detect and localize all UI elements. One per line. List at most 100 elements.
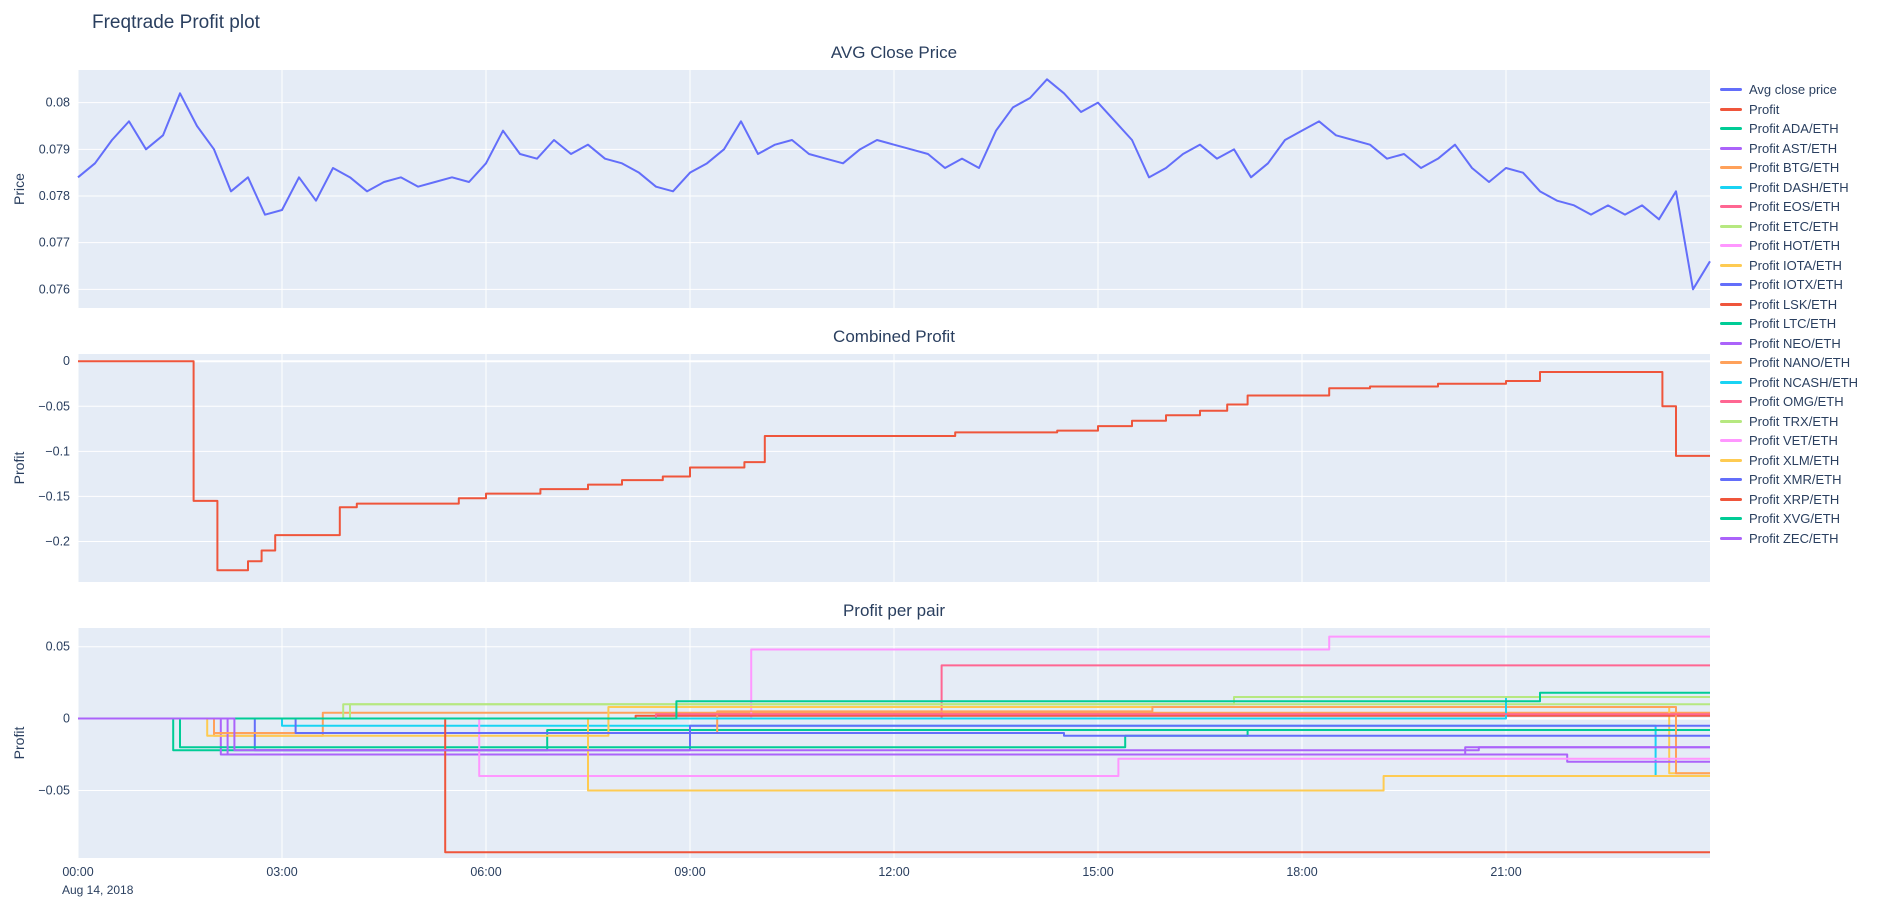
legend-color-swatch — [1720, 302, 1742, 306]
series-avg-close-price — [77, 78, 1711, 291]
legend-item-profit-omg-eth[interactable]: Profit OMG/ETH — [1716, 392, 1896, 412]
legend-item-label: Profit XLM/ETH — [1749, 452, 1840, 468]
legend-color-swatch — [1720, 419, 1742, 423]
legend-item-label: Profit ZEC/ETH — [1749, 530, 1839, 546]
legend-item-label: Profit XMR/ETH — [1749, 472, 1842, 488]
legend-item-profit-ada-eth[interactable]: Profit ADA/ETH — [1716, 119, 1896, 139]
x-tick-label: 21:00 — [1490, 865, 1521, 879]
legend-color-swatch — [1720, 478, 1742, 482]
legend-item-label: Profit TRX/ETH — [1749, 413, 1839, 429]
legend-color-swatch — [1720, 263, 1742, 267]
content: AVG Close Price 0.076 0.077 0.078 0.079 0.08 P… — [0, 36, 1896, 910]
y-tick-label: 0 — [63, 712, 70, 726]
y-axis-title: Price — [11, 173, 27, 205]
legend-item-profit-eos-eth[interactable]: Profit EOS/ETH — [1716, 197, 1896, 217]
legend-item-profit-zec-eth[interactable]: Profit ZEC/ETH — [1716, 529, 1896, 549]
legend-item-avg-close-price[interactable]: Avg close price — [1716, 80, 1896, 100]
legend-color-swatch — [1720, 205, 1742, 209]
legend-color-swatch — [1720, 380, 1742, 384]
legend-item-label: Profit DASH/ETH — [1749, 179, 1849, 195]
legend-item-label: Profit HOT/ETH — [1749, 238, 1841, 254]
y-tick-label: 0.05 — [46, 640, 70, 654]
chart-title: AVG Close Price — [831, 43, 957, 62]
y-tick-label: −0.15 — [38, 489, 70, 503]
legend-item-label: Profit LSK/ETH — [1749, 296, 1838, 312]
y-tick-label: 0.076 — [39, 282, 70, 296]
series-profit-xvg-eth — [78, 691, 1710, 720]
legend-item-profit-xmr-eth[interactable]: Profit XMR/ETH — [1716, 470, 1896, 490]
y-tick-label: −0.05 — [38, 783, 70, 797]
series-profit-ltc-eth — [78, 717, 1710, 749]
legend-item-label: Profit NANO/ETH — [1749, 355, 1851, 371]
legend-color-swatch — [1720, 127, 1742, 131]
page-title: Freqtrade Profit plot — [92, 12, 260, 33]
y-tick-label: 0.077 — [39, 236, 70, 250]
legend: Avg close price Profit Profit ADA/ETH Profi… — [1716, 36, 1896, 910]
legend-item-profit-nano-eth[interactable]: Profit NANO/ETH — [1716, 353, 1896, 373]
legend-color-swatch — [1720, 244, 1742, 248]
header: Freqtrade Profit plot — [0, 0, 1896, 36]
legend-item-label: Profit AST/ETH — [1749, 140, 1838, 156]
legend-item-label: Profit BTG/ETH — [1749, 160, 1840, 176]
series-profit-zec-eth — [78, 717, 1710, 752]
legend-item-label: Profit ADA/ETH — [1749, 121, 1839, 137]
legend-item-profit-xlm-eth[interactable]: Profit XLM/ETH — [1716, 451, 1896, 471]
legend-item-profit-vet-eth[interactable]: Profit VET/ETH — [1716, 431, 1896, 451]
legend-item-profit-etc-eth[interactable]: Profit ETC/ETH — [1716, 217, 1896, 237]
x-tick-label: 03:00 — [266, 865, 297, 879]
chart-combined-profit[interactable]: Combined Profit 0 −0.05 −0.1 −0.15 −0.2 Profit — [0, 320, 1716, 594]
legend-color-swatch — [1720, 341, 1742, 345]
legend-item-label: Profit XVG/ETH — [1749, 511, 1841, 527]
chart-title: Profit per pair — [843, 601, 945, 620]
legend-color-swatch — [1720, 322, 1742, 326]
legend-color-swatch — [1720, 224, 1742, 228]
chart-avg-close-price[interactable]: AVG Close Price 0.076 0.077 0.078 0.079 0.08 P… — [0, 36, 1716, 320]
legend-item-label: Profit IOTA/ETH — [1749, 257, 1842, 273]
legend-item-profit-ncash-eth[interactable]: Profit NCASH/ETH — [1716, 373, 1896, 393]
legend-item-profit-hot-eth[interactable]: Profit HOT/ETH — [1716, 236, 1896, 256]
x-tick-label: 18:00 — [1286, 865, 1317, 879]
legend-item-profit-neo-eth[interactable]: Profit NEO/ETH — [1716, 334, 1896, 354]
legend-color-swatch — [1720, 361, 1742, 365]
y-axis-title: Profit — [11, 727, 27, 760]
x-tick-label: 06:00 — [470, 865, 501, 879]
legend-color-swatch — [1720, 497, 1742, 501]
legend-item-profit-xvg-eth[interactable]: Profit XVG/ETH — [1716, 509, 1896, 529]
y-tick-label: 0 — [63, 354, 70, 368]
legend-item-profit-xrp-eth[interactable]: Profit XRP/ETH — [1716, 490, 1896, 510]
legend-item-profit-lsk-eth[interactable]: Profit LSK/ETH — [1716, 295, 1896, 315]
series-profit-nano-eth — [78, 706, 1710, 775]
legend-item-profit-btg-eth[interactable]: Profit BTG/ETH — [1716, 158, 1896, 178]
charts-column: AVG Close Price 0.076 0.077 0.078 0.079 0.08 P… — [0, 36, 1716, 910]
x-tick-label: 12:00 — [878, 865, 909, 879]
legend-color-swatch — [1720, 400, 1742, 404]
legend-item-label: Profit XRP/ETH — [1749, 491, 1840, 507]
legend-color-swatch — [1720, 517, 1742, 521]
y-axis-title: Profit — [11, 452, 27, 485]
x-tick-label: 00:00 — [62, 865, 93, 879]
legend-item-profit-ltc-eth[interactable]: Profit LTC/ETH — [1716, 314, 1896, 334]
series-profit — [78, 360, 1710, 572]
legend-color-swatch — [1720, 166, 1742, 170]
legend-item-profit-dash-eth[interactable]: Profit DASH/ETH — [1716, 178, 1896, 198]
legend-color-swatch — [1720, 536, 1742, 540]
legend-item-profit[interactable]: Profit — [1716, 100, 1896, 120]
y-tick-label: 0.079 — [39, 142, 70, 156]
legend-item-profit-iota-eth[interactable]: Profit IOTA/ETH — [1716, 256, 1896, 276]
legend-item-profit-iotx-eth[interactable]: Profit IOTX/ETH — [1716, 275, 1896, 295]
x-axis-date-annotation: Aug 14, 2018 — [62, 883, 134, 897]
legend-item-label: Profit NCASH/ETH — [1749, 374, 1859, 390]
y-tick-label: 0.08 — [46, 96, 70, 110]
legend-item-profit-ast-eth[interactable]: Profit AST/ETH — [1716, 139, 1896, 159]
legend-item-profit-trx-eth[interactable]: Profit TRX/ETH — [1716, 412, 1896, 432]
legend-color-swatch — [1720, 185, 1742, 189]
legend-item-label: Profit LTC/ETH — [1749, 316, 1837, 332]
legend-color-swatch — [1720, 283, 1742, 287]
chart-profit-per-pair[interactable]: Profit per pair 0.05 0 −0.05 Profit 00:00 03:0… — [0, 594, 1716, 910]
chart-title: Combined Profit — [833, 327, 955, 346]
legend-color-swatch — [1720, 88, 1742, 92]
legend-item-label: Profit NEO/ETH — [1749, 335, 1841, 351]
legend-item-label: Profit ETC/ETH — [1749, 218, 1839, 234]
y-tick-label: −0.05 — [38, 399, 70, 413]
